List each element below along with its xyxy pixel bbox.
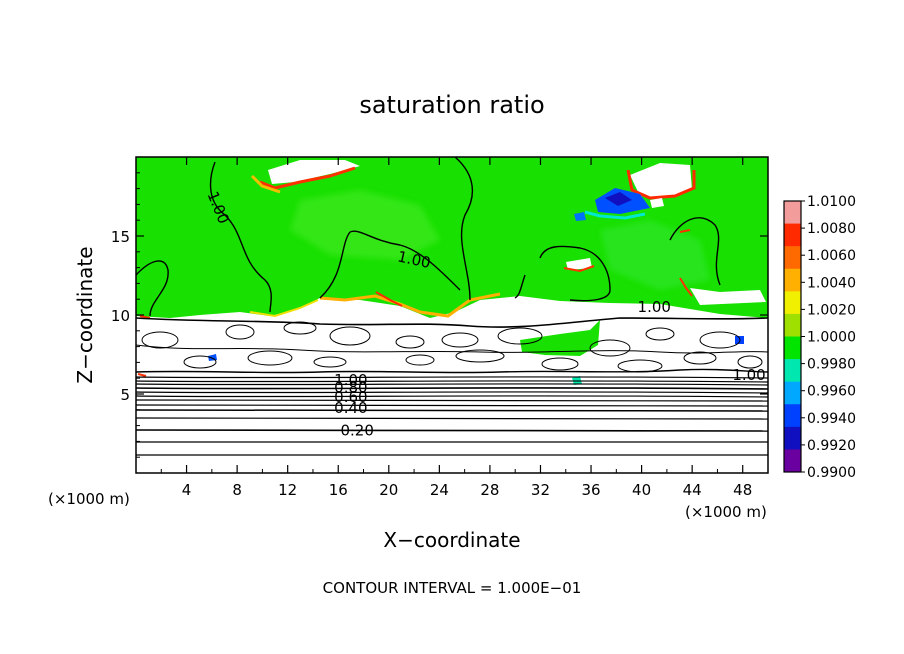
colorbar: 1.0100 1.0080 1.0060 1.0040 1.0020 1.0000 0.99… bbox=[783, 194, 856, 481]
x-tick-label: 28 bbox=[480, 481, 499, 499]
y-axis: 5 10 15 bbox=[111, 172, 768, 458]
field-cloudtop-edge bbox=[375, 291, 403, 307]
colorbar-segment bbox=[784, 404, 801, 428]
x-tick-label: 48 bbox=[733, 481, 752, 499]
field-green-variation bbox=[290, 190, 440, 260]
y-axis-label: Z−coordinate bbox=[73, 246, 97, 383]
field-cloudtop-edge bbox=[249, 299, 319, 318]
colorbar-segment bbox=[784, 268, 801, 292]
colorbar-segment bbox=[784, 381, 801, 405]
field-red-edge bbox=[679, 277, 693, 297]
field-white-patch bbox=[650, 198, 664, 208]
contour-label: 0.60 bbox=[334, 388, 367, 406]
colorbar-tick-label: 0.9940 bbox=[807, 411, 856, 427]
field-red-edge bbox=[139, 315, 151, 319]
contour-label: 0.40 bbox=[334, 399, 367, 417]
y-tick-label: 5 bbox=[120, 386, 130, 404]
x-tick-label: 44 bbox=[683, 481, 702, 499]
field-blue-patch bbox=[574, 212, 586, 221]
colorbar-tick-label: 1.0080 bbox=[807, 221, 856, 237]
field-cloudtop-edge bbox=[319, 292, 501, 318]
field-red-edge bbox=[137, 373, 147, 377]
contour-label: 1.00 bbox=[334, 371, 367, 389]
colorbar-tick-label: 1.0000 bbox=[807, 330, 856, 346]
colorbar-segment bbox=[784, 291, 801, 315]
x-axis: 4 8 12 16 20 24 28 32 36 40 44 48 bbox=[160, 157, 752, 499]
colorbar-segment bbox=[784, 336, 801, 360]
field-white-patch bbox=[630, 163, 692, 198]
x-tick-label: 24 bbox=[430, 481, 449, 499]
colorbar-segment bbox=[784, 313, 801, 337]
colorbar-segment bbox=[784, 223, 801, 247]
colorbar-tick-label: 1.0100 bbox=[807, 194, 856, 210]
field-green-variation bbox=[600, 220, 710, 290]
colorbar-tick-label: 1.0020 bbox=[807, 302, 856, 318]
colorbar-tick-label: 0.9960 bbox=[807, 384, 856, 400]
x-tick-label: 16 bbox=[329, 481, 348, 499]
contour-label: 1.00 bbox=[732, 366, 765, 384]
colorbar-tick-label: 1.0060 bbox=[807, 248, 856, 264]
colorbar-segment bbox=[784, 201, 801, 225]
contour-interval-note: CONTOUR INTERVAL = 1.000E−01 bbox=[323, 579, 582, 597]
y-tick-label: 15 bbox=[111, 228, 130, 246]
field-yellow-edge bbox=[250, 174, 281, 194]
x-tick-label: 8 bbox=[232, 481, 242, 499]
colorbar-segment bbox=[784, 426, 801, 450]
contours-cloud-layer bbox=[136, 317, 768, 374]
field-red-edge bbox=[259, 166, 356, 190]
x-unit-label-right: (×1000 m) bbox=[685, 503, 767, 521]
field-red-edge bbox=[563, 265, 595, 273]
chart-title: saturation ratio bbox=[359, 91, 544, 119]
contour-label: 0.20 bbox=[340, 421, 373, 439]
field-white-patch bbox=[268, 160, 360, 184]
x-tick-label: 40 bbox=[632, 481, 651, 499]
field-white-patch bbox=[566, 258, 592, 270]
x-tick-label: 32 bbox=[531, 481, 550, 499]
y-tick-label: 10 bbox=[111, 307, 130, 325]
field-red-edge bbox=[626, 169, 696, 200]
colorbar-tick-label: 0.9900 bbox=[807, 465, 856, 481]
colorbar-segment bbox=[784, 449, 801, 473]
colorbar-tick-label: 1.0040 bbox=[807, 275, 856, 291]
colorbar-segment bbox=[784, 246, 801, 270]
x-tick-label: 12 bbox=[278, 481, 297, 499]
colorbar-tick-label: 0.9980 bbox=[807, 357, 856, 373]
contours-lower bbox=[136, 376, 768, 456]
colorbar-segment bbox=[784, 359, 801, 383]
contour-label: 1.00 bbox=[638, 298, 671, 316]
x-unit-label-left: (×1000 m) bbox=[48, 490, 130, 508]
colorbar-tick-label: 0.9920 bbox=[807, 438, 856, 454]
field-green-patch bbox=[520, 320, 600, 356]
field-cyan-edge bbox=[584, 210, 646, 220]
plot-area bbox=[136, 157, 768, 473]
x-tick-label: 4 bbox=[182, 481, 192, 499]
field-red-edge bbox=[679, 229, 691, 233]
field-white-patch bbox=[690, 288, 766, 305]
field-darkblue-patch bbox=[605, 192, 632, 206]
contours-upper bbox=[136, 157, 721, 317]
x-tick-label: 20 bbox=[379, 481, 398, 499]
x-tick-label: 36 bbox=[581, 481, 600, 499]
contour-label: 0.80 bbox=[334, 379, 367, 397]
x-axis-label: X−coordinate bbox=[383, 528, 520, 552]
